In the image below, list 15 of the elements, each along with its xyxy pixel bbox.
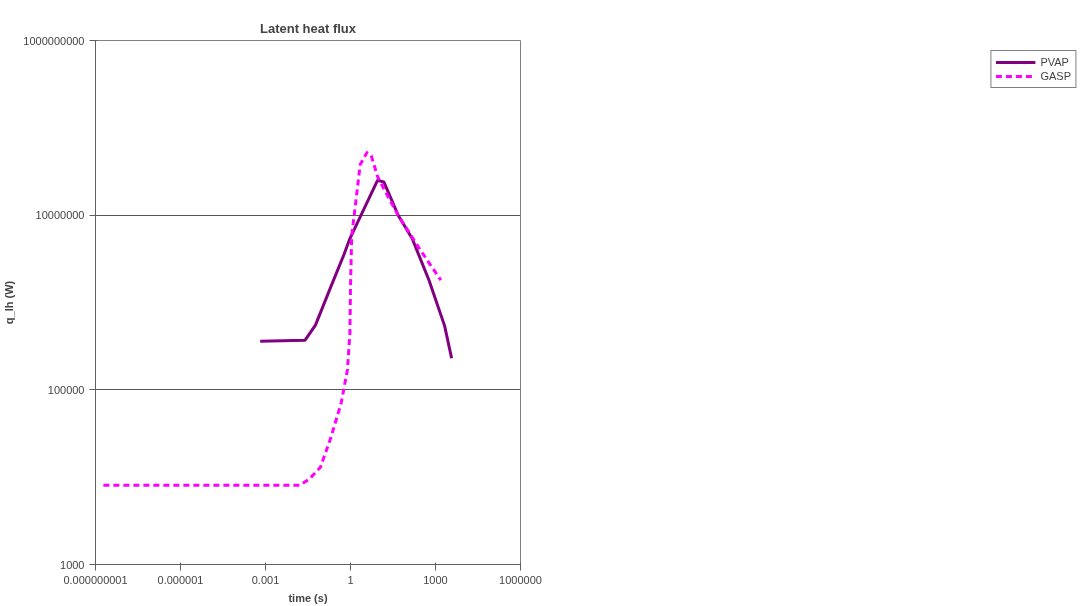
x-tick-label: 0.000000001 [63,573,128,586]
y-tick-label: 1000 [60,558,85,571]
x-tick-label: 0.001 [251,573,280,586]
x-axis-title: time (s) [288,591,328,604]
x-tick-label: 1000 [423,573,448,586]
y-tick-label: 10000000 [35,209,85,222]
x-tick-label: 0.000001 [157,573,204,586]
y-tick-label: 100000 [47,383,85,396]
legend-label: PVAP [1040,55,1069,69]
y-tick-label: 1000000000 [23,34,85,47]
x-tick-label: 1 [347,573,354,586]
chart-title: Latent heat flux [259,20,357,36]
legend-label: GASP [1040,69,1071,83]
y-axis-title: q_lh (W) [3,280,16,325]
x-tick-label: 1000000 [499,573,542,586]
